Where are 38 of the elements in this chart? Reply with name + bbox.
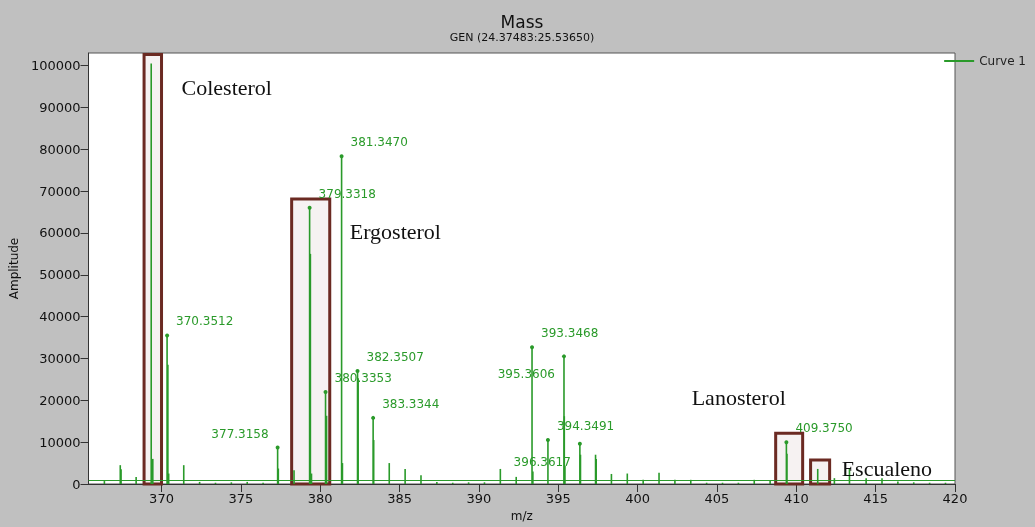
y-tick-label: 30000 <box>39 350 81 366</box>
y-tick-label: 100000 <box>30 58 81 74</box>
x-tick-label: 390 <box>466 491 492 506</box>
x-tick-label: 380 <box>307 491 333 506</box>
y-tick-label: 20000 <box>39 392 81 408</box>
x-tick-label: 415 <box>863 491 889 506</box>
band-label: Colesterol <box>181 74 272 101</box>
y-tick-label: 80000 <box>39 141 81 157</box>
annotation: 381.3470 <box>350 135 408 150</box>
chart-subtitle: GEN (24.37483:25.53650) <box>449 31 595 44</box>
x-tick-label: 375 <box>228 491 254 506</box>
annotation: 370.3512 <box>176 314 234 329</box>
y-tick-label: 40000 <box>39 309 81 325</box>
x-tick-label: 395 <box>545 491 571 506</box>
y-tick-label: 90000 <box>39 99 81 115</box>
annotation: 409.3750 <box>795 421 853 436</box>
annotation: 383.3344 <box>382 396 440 411</box>
x-tick-label: 410 <box>783 491 809 506</box>
y-tick-label: 50000 <box>39 267 81 283</box>
band-label: Ergosterol <box>349 218 441 245</box>
band-label: Lanosterol <box>691 385 786 412</box>
band-label: Escualeno <box>841 456 933 483</box>
y-tick-label: 10000 <box>39 434 81 450</box>
y-tick-label: 60000 <box>39 225 81 241</box>
annotation: 382.3507 <box>366 350 424 365</box>
y-tick-label: 0 <box>72 476 81 492</box>
x-tick-label: 385 <box>387 491 412 506</box>
annotation: 393.3468 <box>541 326 599 341</box>
x-tick-label: 400 <box>625 491 651 506</box>
chart-title: Mass <box>500 11 544 32</box>
legend-label: Curve 1 <box>979 54 1027 68</box>
x-tick-label: 370 <box>149 491 174 506</box>
x-tick-label: 405 <box>704 491 730 506</box>
y-tick-label: 70000 <box>39 183 81 199</box>
x-tick-label: 420 <box>942 491 968 506</box>
x-axis-title: m/z <box>510 509 533 523</box>
annotation: 377.3158 <box>211 426 269 441</box>
y-axis-title: Amplitude <box>7 237 21 300</box>
